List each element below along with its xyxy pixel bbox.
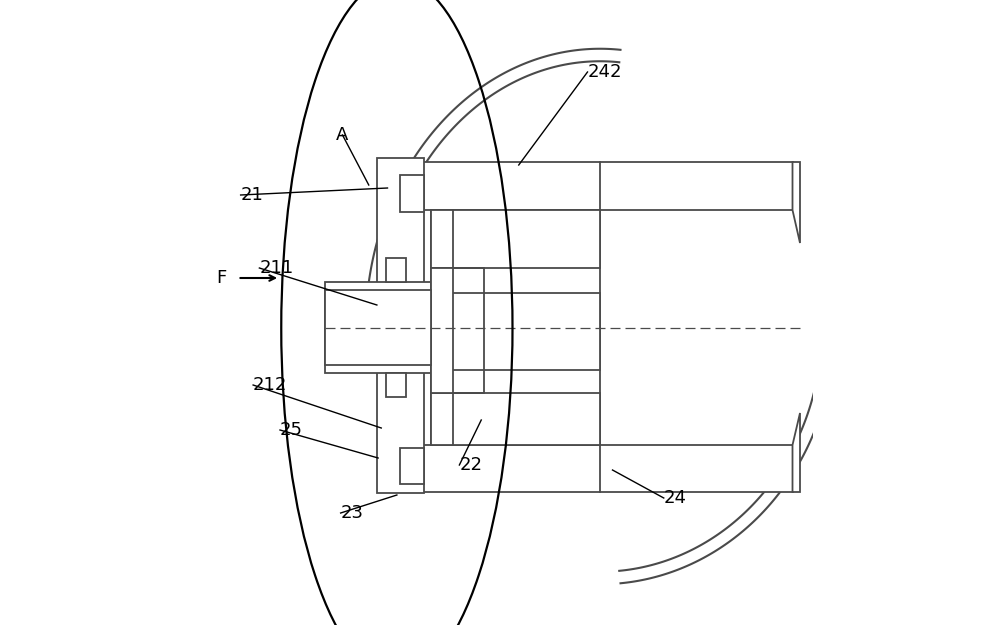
Bar (431, 393, 600, 445)
Bar (431, 393, 600, 445)
Text: F: F (217, 269, 227, 287)
Bar (386, 373, 406, 397)
Bar (431, 268, 453, 393)
Bar (431, 210, 600, 268)
Bar (431, 268, 484, 293)
Bar (377, 158, 424, 493)
Bar (386, 258, 406, 282)
Bar (431, 393, 453, 445)
Text: A: A (336, 126, 349, 144)
Text: 22: 22 (459, 456, 482, 474)
Bar (400, 448, 424, 484)
Bar (419, 445, 792, 492)
Bar (325, 290, 431, 365)
Bar (431, 210, 453, 268)
Bar (386, 373, 406, 397)
Bar (431, 268, 484, 293)
Bar (400, 175, 424, 212)
Polygon shape (792, 162, 800, 243)
Bar (431, 210, 600, 268)
Text: 23: 23 (341, 504, 364, 522)
Bar (386, 258, 406, 282)
Bar (325, 282, 431, 373)
Bar (431, 268, 453, 393)
Bar (431, 370, 484, 393)
Polygon shape (792, 413, 800, 492)
Bar (325, 282, 431, 373)
Text: 24: 24 (664, 489, 687, 507)
Text: 21: 21 (241, 186, 264, 204)
Text: 242: 242 (588, 63, 622, 81)
Bar (431, 210, 453, 268)
Bar (419, 445, 792, 492)
Bar (431, 370, 484, 393)
Bar (431, 393, 453, 445)
Bar (419, 162, 792, 210)
Bar (377, 158, 424, 493)
Text: 211: 211 (259, 259, 294, 277)
Text: 25: 25 (280, 421, 303, 439)
Bar (484, 293, 600, 370)
Bar (419, 162, 792, 210)
Text: 212: 212 (253, 376, 288, 394)
